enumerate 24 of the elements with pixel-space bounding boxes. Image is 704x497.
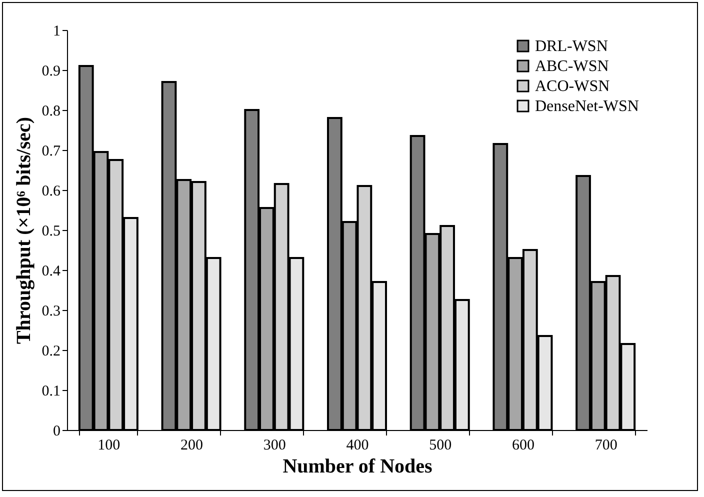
y-tick-label: 0.7 — [42, 144, 61, 160]
y-tick-label: 0.8 — [42, 104, 60, 120]
legend-label: ACO-WSN — [535, 78, 610, 95]
x-tick-label: 500 — [429, 438, 452, 454]
y-tick-label: 0 — [53, 424, 60, 440]
x-tick-label: 200 — [180, 438, 204, 454]
x-tick-label: 400 — [346, 438, 369, 454]
y-tick-label: 0.9 — [42, 64, 60, 80]
y-tick-label: 0.5 — [42, 224, 60, 240]
legend-label: DenseNet-WSN — [535, 98, 640, 115]
y-tick-label: 0.3 — [42, 304, 60, 320]
y-tick-label: 0.4 — [42, 264, 61, 280]
legend-label: DRL-WSN — [535, 38, 608, 55]
x-tick-label: 600 — [512, 438, 534, 454]
y-tick-label: 0.1 — [42, 384, 60, 400]
x-axis-title: Number of Nodes — [282, 456, 433, 478]
y-tick-label: 0.6 — [42, 184, 61, 200]
x-tick-label: 300 — [263, 438, 286, 454]
y-axis-title: Throughput (×10⁶ bits/sec) — [12, 116, 35, 344]
x-tick-label: 100 — [98, 438, 120, 454]
y-tick-label: 1 — [53, 24, 60, 40]
y-tick-label: 0.2 — [42, 344, 60, 360]
x-tick-label: 700 — [594, 438, 618, 454]
legend-label: ABC-WSN — [535, 58, 610, 75]
